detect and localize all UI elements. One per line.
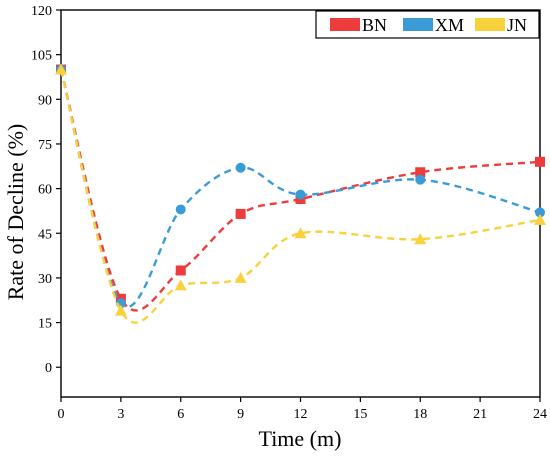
data-point-jn — [234, 271, 247, 283]
data-point-xm — [235, 162, 246, 173]
legend-label-jn: JN — [507, 15, 527, 35]
x-tick-label: 21 — [473, 407, 487, 422]
data-point-bn — [175, 265, 186, 276]
x-tick-label: 15 — [353, 407, 367, 422]
data-point-jn — [534, 213, 546, 225]
series-line-xm — [59, 69, 541, 308]
y-axis: 0 15 30 45 60 75 90 105 120 — [31, 4, 61, 376]
y-tick-label: 120 — [31, 4, 52, 19]
data-point-jn — [294, 227, 307, 239]
x-tick-label: 9 — [237, 407, 244, 422]
legend-swatch-jn — [475, 18, 505, 31]
legend: BN XM JN — [315, 10, 540, 39]
y-tick-label: 30 — [38, 272, 52, 287]
data-point-jn — [114, 304, 127, 316]
legend-label-bn: BN — [362, 15, 387, 35]
data-point-jn — [414, 233, 427, 245]
data-point-bn — [235, 208, 246, 219]
x-tick-label: 24 — [533, 407, 547, 422]
plot-area: 0 3 6 9 12 15 18 21 24 0 15 30 45 60 75 90 105 120 — [31, 4, 547, 422]
y-tick-label: 15 — [38, 317, 52, 332]
x-tick-label: 3 — [117, 407, 124, 422]
y-tick-label: 60 — [38, 183, 52, 198]
data-point-bn — [415, 167, 426, 178]
data-point-jn — [174, 279, 187, 291]
x-tick-label: 12 — [294, 407, 308, 422]
series-line-bn — [59, 69, 541, 312]
series-bn — [56, 64, 545, 312]
legend-swatch-xm — [403, 18, 433, 31]
data-point-jn — [55, 63, 67, 75]
x-axis: 0 3 6 9 12 15 18 21 24 — [58, 397, 547, 422]
legend-swatch-bn — [330, 18, 360, 31]
legend-label-xm: XM — [435, 15, 464, 35]
series-xm — [56, 64, 545, 309]
y-tick-label: 105 — [31, 49, 52, 64]
data-point-bn — [535, 156, 545, 167]
x-axis-title: Time (m) — [259, 426, 342, 451]
data-point-xm — [175, 204, 186, 215]
y-tick-label: 45 — [38, 227, 52, 242]
x-tick-label: 0 — [58, 407, 65, 422]
series-jn — [55, 63, 546, 324]
y-tick-label: 90 — [38, 93, 52, 108]
data-point-xm — [415, 174, 426, 185]
data-point-xm — [535, 207, 545, 218]
series-layer — [55, 63, 546, 324]
y-tick-label: 0 — [45, 361, 52, 376]
x-tick-label: 6 — [177, 407, 184, 422]
data-point-xm — [295, 189, 306, 200]
y-tick-label: 75 — [38, 138, 52, 153]
x-tick-label: 18 — [413, 407, 427, 422]
y-axis-title: Rate of Decline (%) — [3, 124, 28, 301]
